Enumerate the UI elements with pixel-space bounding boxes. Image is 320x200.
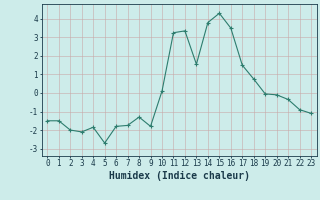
X-axis label: Humidex (Indice chaleur): Humidex (Indice chaleur): [109, 171, 250, 181]
